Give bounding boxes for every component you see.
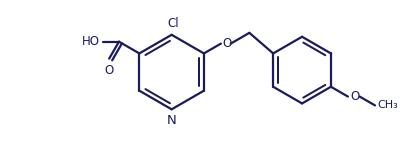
Text: O: O bbox=[223, 37, 232, 50]
Text: HO: HO bbox=[82, 35, 100, 48]
Text: Cl: Cl bbox=[168, 17, 180, 30]
Text: O: O bbox=[350, 90, 359, 103]
Text: CH₃: CH₃ bbox=[377, 100, 398, 110]
Text: N: N bbox=[167, 114, 176, 127]
Text: O: O bbox=[104, 64, 114, 76]
